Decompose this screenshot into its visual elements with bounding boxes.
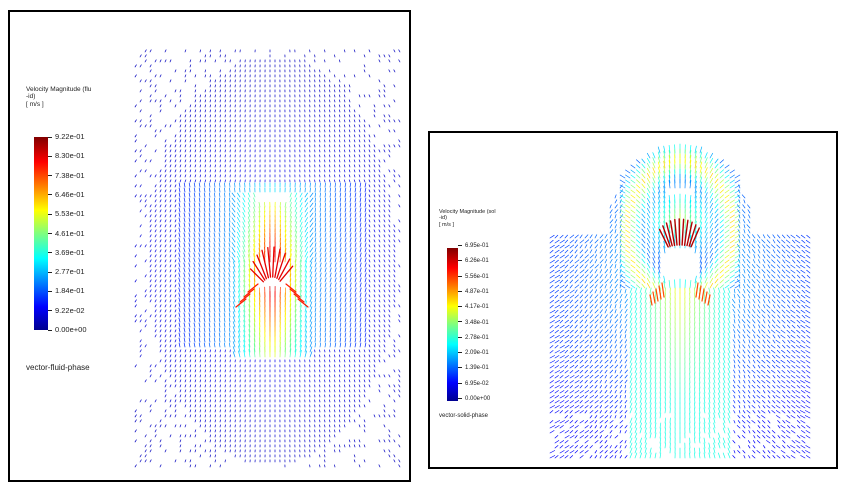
plot-caption: vector-solid-phase: [439, 413, 489, 419]
colorbar-tick-label: 1.84e-01: [48, 286, 85, 295]
colorbar-tick-label: 1.39e-01: [458, 365, 489, 371]
solid-phase-vector-plot: Velocity Magnitude (sol -id) [ m/s ] 6.9…: [428, 131, 838, 469]
colorbar-tick-label: 7.38e-01: [48, 171, 85, 180]
colorbar-tick-label: 9.22e-01: [48, 132, 85, 141]
colorbar-tick-label: 0.00e+00: [48, 325, 87, 334]
colorbar-tick-label: 4.17e-01: [458, 304, 489, 310]
colorbar-tick-label: 2.09e-01: [458, 350, 489, 356]
fluid-velocity-vector-field: [134, 49, 401, 468]
solid-velocity-vector-field: [549, 143, 811, 459]
colorbar-tick-label: 6.95e-01: [458, 243, 489, 249]
colorbar-tick-label: 4.61e-01: [48, 229, 85, 238]
colorbar: [447, 248, 458, 401]
colorbar-tick-label: 6.26e-01: [458, 258, 489, 264]
colorbar-tick-label: 2.78e-01: [458, 335, 489, 341]
colorbar-tick-label: 6.95e-02: [458, 381, 489, 387]
colorbar-tick-label: 3.69e-01: [48, 248, 85, 257]
colorbar-tick-label: 5.53e-01: [48, 209, 85, 218]
colorbar: [34, 137, 48, 330]
colorbar-tick-label: 5.56e-01: [458, 274, 489, 280]
plot-caption: vector-fluid-phase: [26, 363, 90, 372]
legend-title: Velocity Magnitude (flu -id) [ m/s ]: [26, 86, 92, 108]
fluid-phase-vector-plot: Velocity Magnitude (flu -id) [ m/s ] 9.2…: [8, 10, 411, 482]
colorbar-tick-label: 3.48e-01: [458, 320, 489, 326]
colorbar-tick-label: 2.77e-01: [48, 267, 85, 276]
colorbar-tick-label: 9.22e-02: [48, 306, 85, 315]
colorbar-tick-label: 8.30e-01: [48, 151, 85, 160]
colorbar-tick-label: 4.87e-01: [458, 289, 489, 295]
legend-title: Velocity Magnitude (sol -id) [ m/s ]: [439, 209, 496, 228]
colorbar-tick-label: 6.46e-01: [48, 190, 85, 199]
colorbar-tick-label: 0.00e+00: [458, 396, 490, 402]
